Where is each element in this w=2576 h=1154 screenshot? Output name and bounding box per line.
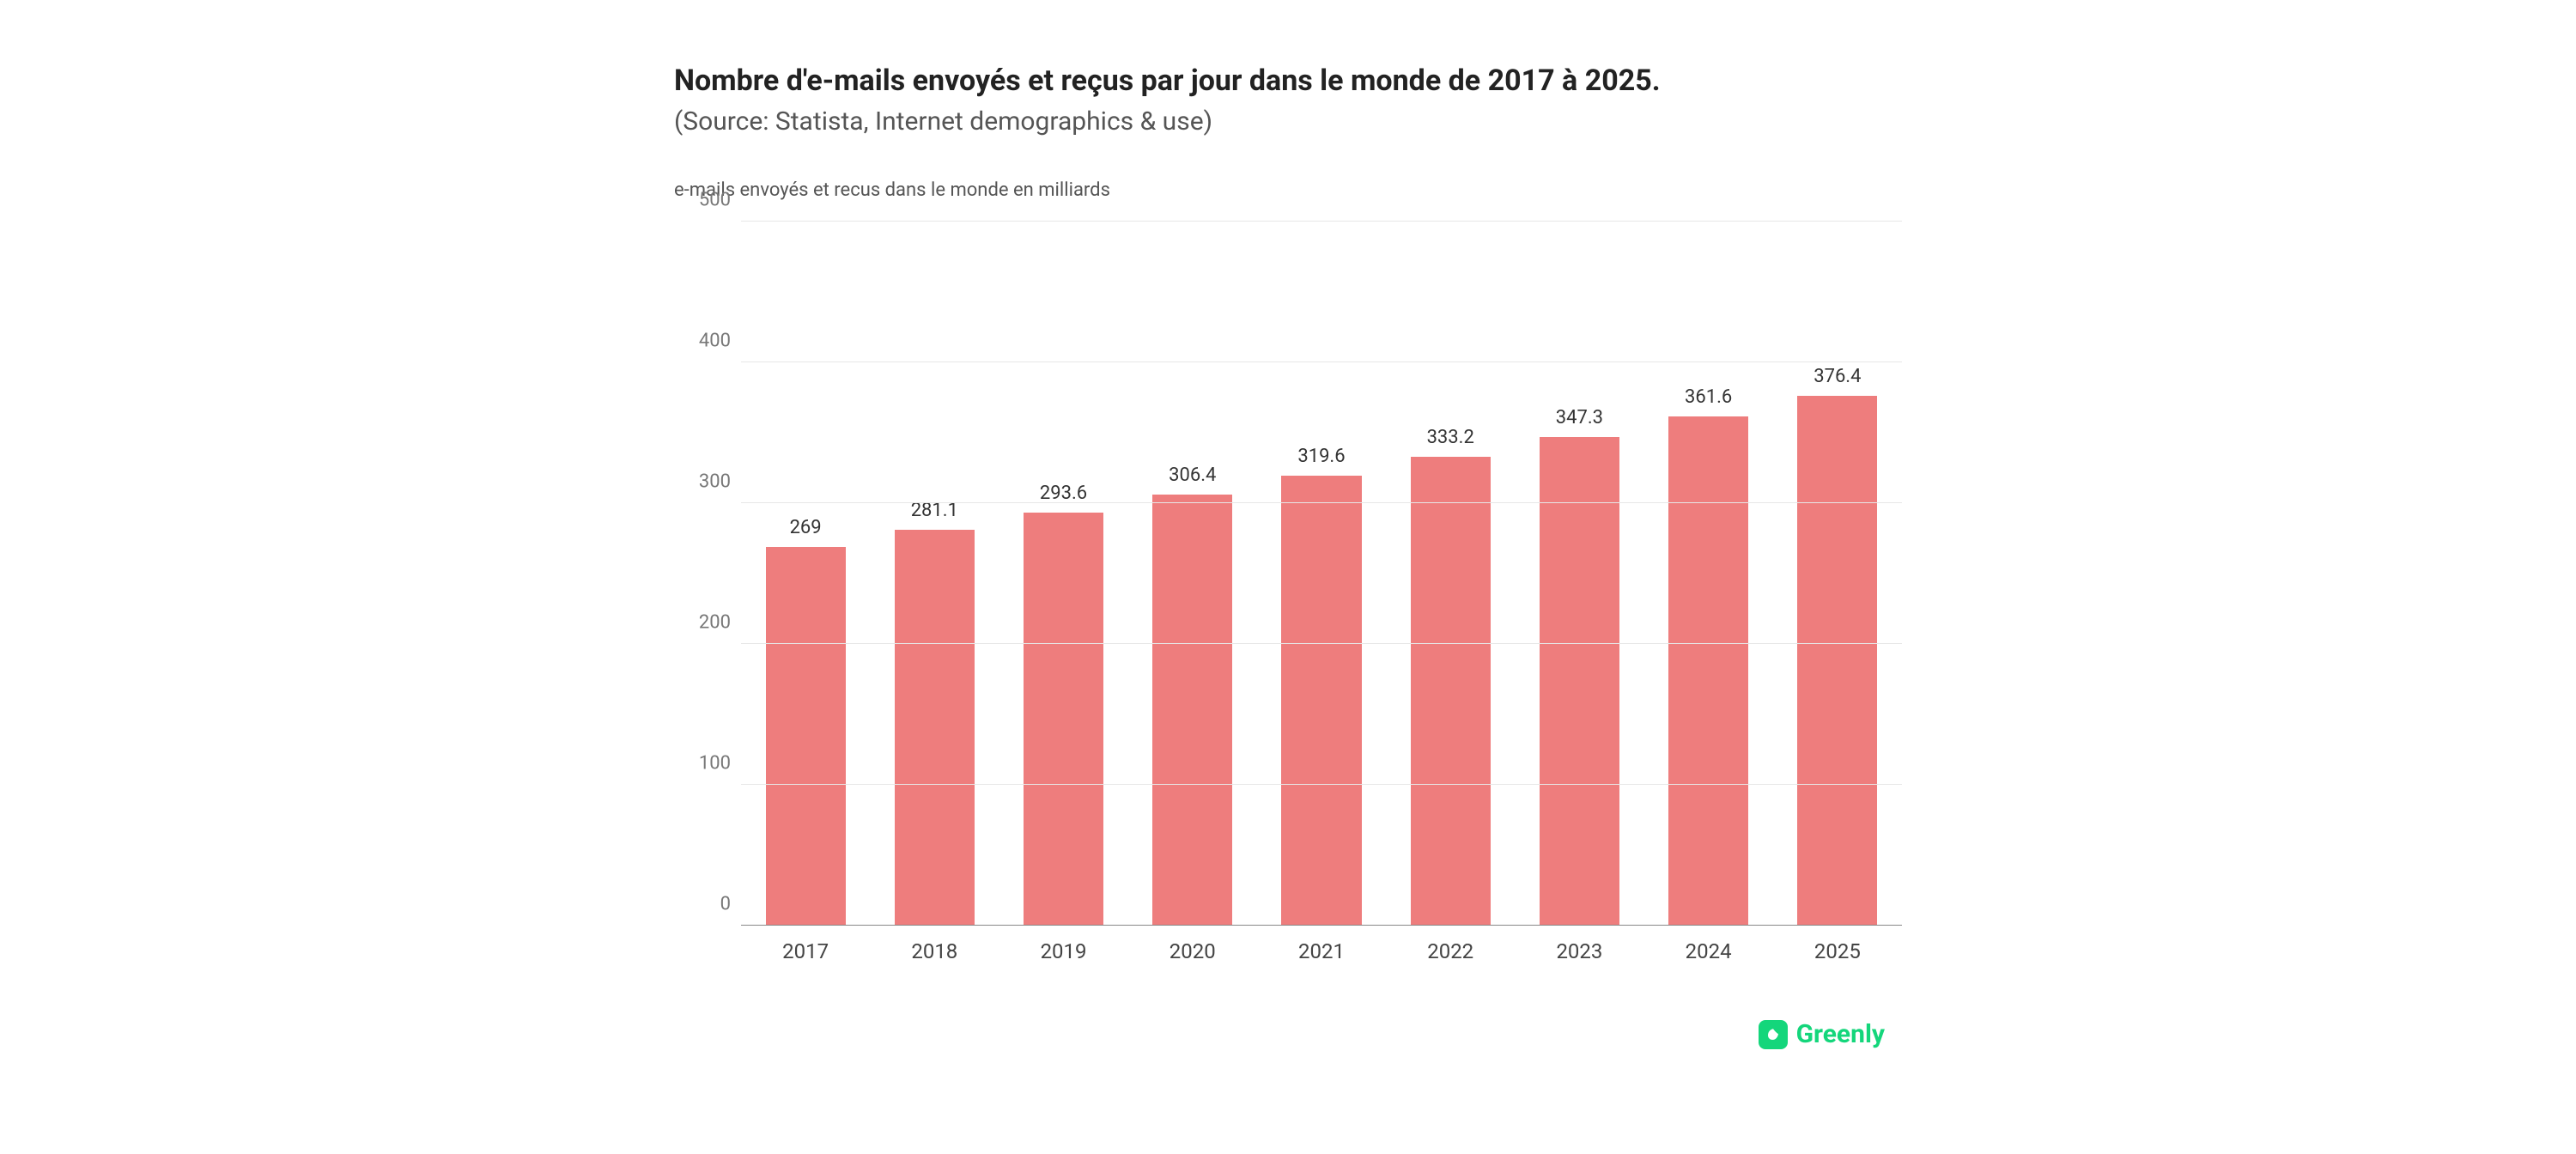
x-tick-label: 2017 — [741, 939, 870, 963]
gridline — [741, 221, 1902, 222]
page: Nombre d'e-mails envoyés et reçus par jo… — [0, 0, 2576, 1154]
bar-slot: 293.6 — [999, 222, 1127, 926]
chart-title: Nombre d'e-mails envoyés et reçus par jo… — [674, 62, 1902, 100]
x-tick-label: 2024 — [1644, 939, 1773, 963]
x-tick-label: 2025 — [1773, 939, 1902, 963]
bar — [1668, 416, 1748, 926]
bar — [1797, 396, 1877, 926]
bar-slot: 376.4 — [1773, 222, 1902, 926]
bar — [895, 530, 975, 926]
bar-value-label: 293.6 — [1040, 483, 1087, 504]
y-tick-label: 100 — [674, 753, 731, 774]
x-axis: 201720182019202020212022202320242025 — [741, 926, 1902, 977]
bar — [1024, 513, 1103, 926]
bar-value-label: 319.6 — [1297, 446, 1345, 467]
x-tick-label: 2019 — [999, 939, 1127, 963]
gridline — [741, 643, 1902, 644]
gridline — [741, 784, 1902, 785]
x-tick-label: 2022 — [1386, 939, 1515, 963]
y-tick-label: 200 — [674, 612, 731, 634]
bars-container: 269 281.1 293.6 306.4 319.6 333.2 347.3 361.6 37… — [741, 222, 1902, 926]
x-tick-label: 2021 — [1257, 939, 1386, 963]
bar-slot: 269 — [741, 222, 870, 926]
bar-value-label: 376.4 — [1814, 366, 1861, 387]
chart-block: Nombre d'e-mails envoyés et reçus par jo… — [674, 62, 1902, 977]
gridline — [741, 361, 1902, 362]
y-tick-label: 300 — [674, 471, 731, 493]
y-tick-label: 0 — [674, 894, 731, 915]
bar — [766, 547, 846, 926]
brand-logo: Greenly — [1759, 1019, 1885, 1049]
bar-slot: 281.1 — [870, 222, 999, 926]
y-tick-label: 500 — [674, 190, 731, 211]
bar — [1411, 457, 1491, 926]
bar-value-label: 361.6 — [1685, 386, 1732, 408]
bar-slot: 361.6 — [1644, 222, 1773, 926]
x-tick-label: 2023 — [1515, 939, 1643, 963]
brand-badge-icon — [1759, 1020, 1788, 1049]
bar-slot: 347.3 — [1515, 222, 1643, 926]
bar-value-label: 333.2 — [1427, 427, 1474, 448]
plot-area: 269 281.1 293.6 306.4 319.6 333.2 347.3 361.6 37… — [674, 222, 1902, 977]
gridline — [741, 502, 1902, 503]
bar — [1540, 437, 1619, 926]
bar — [1281, 476, 1361, 926]
brand-name: Greenly — [1796, 1019, 1885, 1049]
x-tick-label: 2020 — [1128, 939, 1257, 963]
chart-source: (Source: Statista, Internet demographics… — [674, 106, 1902, 137]
y-tick-label: 400 — [674, 331, 731, 352]
bar-slot: 333.2 — [1386, 222, 1515, 926]
y-axis-label: e-mails envoyés et recus dans le monde e… — [674, 179, 1902, 201]
bar-slot: 306.4 — [1128, 222, 1257, 926]
bar-value-label: 269 — [790, 517, 822, 538]
bar-value-label: 306.4 — [1169, 465, 1216, 486]
bar-value-label: 347.3 — [1556, 407, 1603, 428]
bar-slot: 319.6 — [1257, 222, 1386, 926]
x-tick-label: 2018 — [870, 939, 999, 963]
bar — [1152, 495, 1232, 926]
plot-inner: 269 281.1 293.6 306.4 319.6 333.2 347.3 361.6 37… — [741, 222, 1902, 926]
